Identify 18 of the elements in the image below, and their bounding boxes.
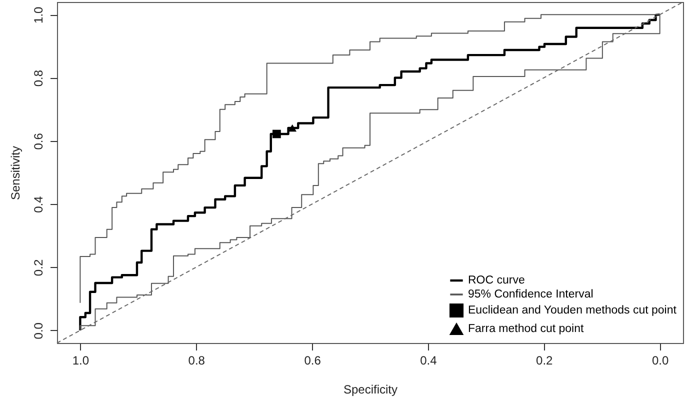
y-tick-label: 0.2 xyxy=(32,259,46,276)
x-tick-label: 0.8 xyxy=(188,354,206,368)
x-tick-label: 0.6 xyxy=(304,354,322,368)
legend-label: Euclidean and Youden methods cut point xyxy=(468,304,678,316)
y-tick-label: 0.6 xyxy=(32,132,46,150)
y-tick-label: 0.8 xyxy=(32,70,46,87)
x-tick-label: 0.4 xyxy=(420,354,438,368)
y-axis-title: Sensitivity xyxy=(8,146,22,200)
y-tick-label: 1.0 xyxy=(32,6,46,24)
y-tick-label: 0.4 xyxy=(32,196,46,213)
legend-label: Farra method cut point xyxy=(468,323,584,335)
x-tick-label: 0.0 xyxy=(652,354,669,368)
x-tick-label: 1.0 xyxy=(72,354,90,368)
x-axis-title: Specificity xyxy=(343,382,398,396)
legend-label: 95% Confidence Interval xyxy=(468,288,594,300)
y-tick-label: 0.0 xyxy=(32,322,46,340)
legend-label: ROC curve xyxy=(468,274,525,286)
x-tick-label: 0.2 xyxy=(536,354,554,368)
